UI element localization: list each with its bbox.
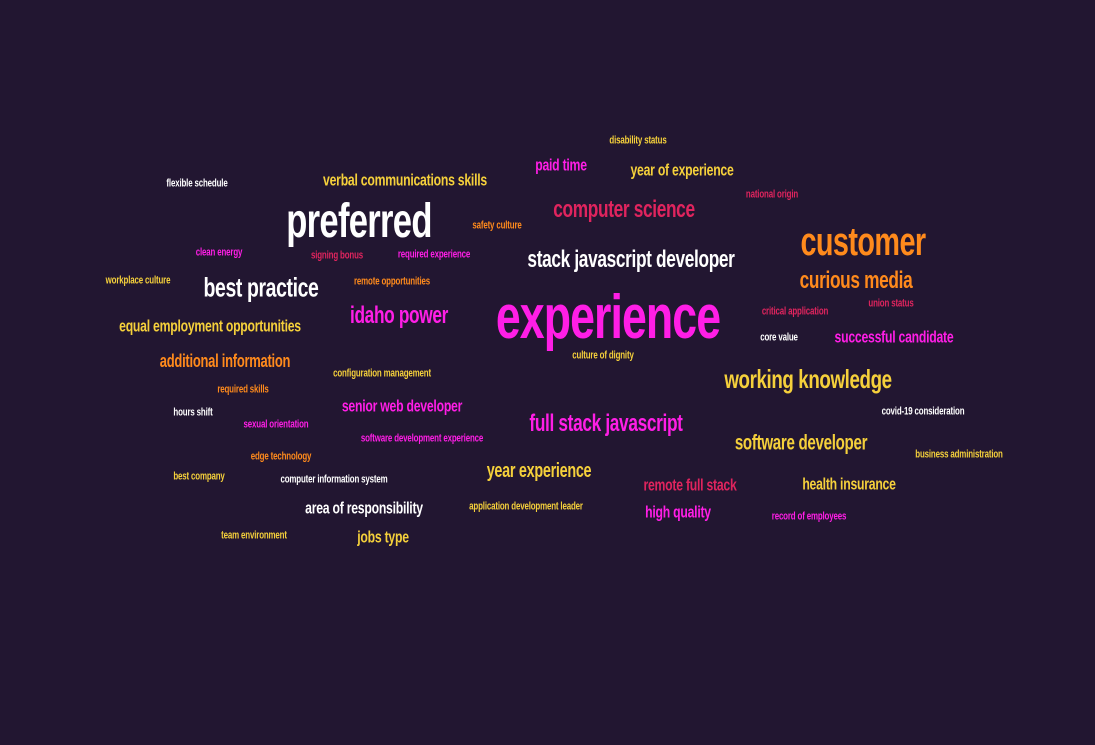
word-culture-of-dignity: culture of dignity (572, 349, 634, 362)
word-successful-candidate: successful candidate (834, 327, 954, 347)
word-clean-energy: clean energy (195, 246, 243, 259)
word-configuration-management: configuration management (333, 367, 431, 380)
word-application-development-leader: application development leader (469, 500, 583, 513)
word-flexible-schedule: flexible schedule (166, 177, 228, 190)
word-remote-full-stack: remote full stack (643, 475, 737, 495)
word-year-of-experience: year of experience (630, 160, 734, 180)
word-software-development-experience: software development experience (360, 432, 484, 445)
word-senior-web-developer: senior web developer (341, 396, 463, 416)
word-required-experience: required experience (397, 248, 471, 261)
word-experience: experience (495, 283, 721, 352)
word-jobs-type: jobs type (357, 527, 409, 547)
word-business-administration: business administration (915, 448, 1003, 461)
word-disability-status: disability status (609, 134, 667, 147)
word-required-skills: required skills (217, 383, 269, 396)
word-sexual-orientation: sexual orientation (243, 418, 309, 431)
word-critical-application: critical application (761, 305, 829, 318)
word-year-experience: year experience (486, 460, 592, 482)
word-curious-media: curious media (799, 267, 913, 294)
word-covid-19-consideration: covid-19 consideration (881, 405, 965, 418)
word-full-stack-javascript: full stack javascript (529, 410, 683, 437)
word-hours-shift: hours shift (173, 406, 213, 419)
word-record-of-employees: record of employees (771, 510, 847, 523)
word-signing-bonus: signing bonus (310, 249, 364, 262)
word-area-of-responsibility: area of responsibility (305, 498, 423, 518)
word-health-insurance: health insurance (802, 474, 896, 494)
word-preferred: preferred (286, 195, 432, 248)
word-core-value: core value (760, 331, 798, 344)
word-edge-technology: edge technology (250, 450, 312, 463)
word-additional-information: additional information (159, 351, 291, 371)
word-workplace-culture: workplace culture (105, 274, 171, 287)
word-computer-science: computer science (553, 196, 695, 223)
word-union-status: union status (868, 297, 914, 310)
word-equal-employment-opportunities: equal employment opportunities (119, 316, 301, 336)
word-idaho-power: idaho power (350, 302, 448, 329)
word-high-quality: high quality (645, 502, 711, 522)
word-team-environment: team environment (221, 529, 287, 542)
word-computer-information-system: computer information system (280, 473, 388, 486)
word-software-developer: software developer (734, 431, 868, 455)
word-remote-opportunities: remote opportunities (353, 275, 431, 288)
word-national-origin: national origin (745, 188, 799, 201)
word-stack-javascript-developer: stack javascript developer (527, 246, 735, 273)
word-verbal-communications-skills: verbal communications skills (323, 170, 487, 190)
word-paid-time: paid time (535, 155, 587, 175)
word-working-knowledge: working knowledge (724, 364, 892, 394)
word-best-practice: best practice (203, 272, 319, 303)
word-safety-culture: safety culture (472, 219, 522, 232)
word-customer: customer (800, 220, 926, 264)
word-best-company: best company (173, 470, 225, 483)
